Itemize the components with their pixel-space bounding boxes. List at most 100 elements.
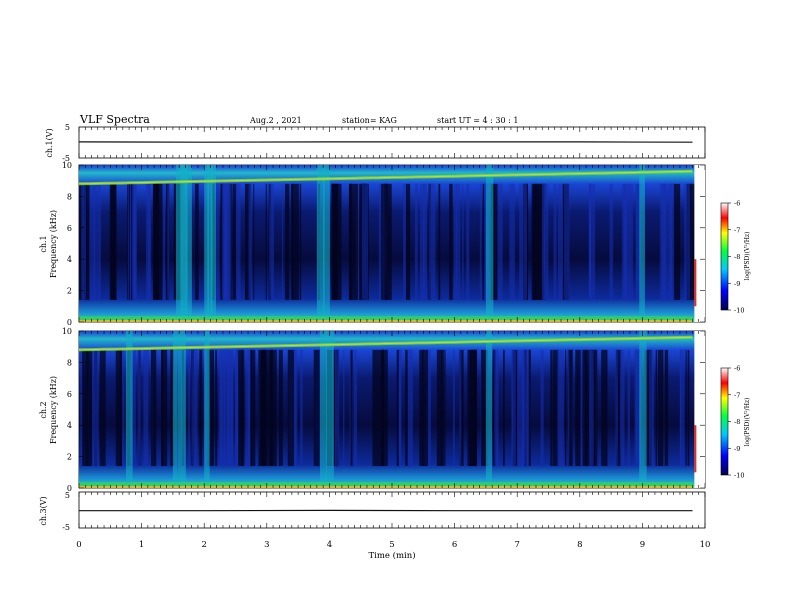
y-tick-label: 8: [67, 358, 72, 367]
spectrogram-column: [122, 349, 125, 467]
spectrogram-column: [497, 183, 503, 301]
spectrogram-column: [157, 183, 163, 301]
spectrogram-column: [113, 183, 117, 301]
spectrogram-column: [235, 183, 241, 301]
spectrogram-column: [689, 183, 696, 301]
spectrogram-burst: [204, 331, 210, 488]
ch2-spectrogram-x-ticks: [78, 331, 706, 488]
spectrogram-column: [452, 349, 455, 467]
spectrogram-column: [664, 349, 669, 467]
y-tick-label: 10: [62, 327, 72, 336]
ch3-voltage-ytick-top: 5: [65, 491, 70, 500]
spectrogram-column: [589, 349, 594, 467]
y-tick-label: 6: [67, 390, 72, 399]
spectrogram-column: [405, 349, 408, 467]
spectrogram-column: [423, 183, 428, 301]
spectrogram-burst: [172, 331, 178, 488]
spectrogram-column: [601, 349, 608, 467]
spectrogram-column: [588, 183, 591, 301]
spectrogram-column: [575, 349, 582, 467]
time-tick-label: 0: [76, 540, 81, 550]
spectrogram-column: [685, 349, 687, 467]
spectrogram-column: [350, 349, 353, 467]
spectrogram-column: [384, 183, 388, 301]
spectrogram-column: [228, 183, 230, 301]
spectrogram-column: [248, 349, 253, 467]
spectrogram-column: [524, 183, 527, 301]
ch2-spectrogram-ylabel-channel: ch.2: [39, 401, 48, 418]
spectrogram-column: [419, 183, 425, 301]
y-tick-label: 6: [67, 224, 72, 233]
time-tick-label: 7: [514, 540, 519, 550]
ch1-spectrogram-y-ticks: 0 2 4 6 8 10: [62, 161, 705, 327]
ch1-voltage-panel: 5 -5 ch.1(V): [45, 123, 706, 163]
ch1-voltage-x-ticks: [78, 127, 706, 158]
spectrogram-column: [80, 349, 84, 467]
spectrogram-no-data: [694, 165, 705, 322]
time-tick-label: 2: [201, 540, 206, 550]
spectrogram-column: [419, 349, 424, 467]
spectrogram-column: [483, 349, 488, 467]
spectrogram-column: [462, 183, 464, 301]
time-tick-label: 4: [327, 540, 332, 550]
spectrogram-column: [609, 183, 614, 301]
spectrogram-column: [155, 183, 159, 301]
figure-title: VLF Spectra: [79, 113, 150, 126]
spectrogram-column: [466, 183, 470, 301]
spectrogram-column: [332, 183, 336, 301]
time-tick-label: 1: [139, 540, 144, 550]
spectrogram-burst: [323, 165, 330, 322]
spectrogram-column: [470, 349, 478, 467]
spectrogram-column: [636, 183, 641, 301]
ch2-colorbar: [720, 367, 729, 476]
spectrogram-column: [238, 349, 245, 467]
y-tick-label: 0: [67, 318, 72, 327]
spectrogram-column: [403, 183, 406, 301]
colorbar-tick-label: -6: [734, 365, 740, 373]
spectrogram-burst: [326, 331, 334, 488]
spectrogram-column: [209, 349, 213, 467]
spectrogram-column: [414, 183, 418, 301]
spectrogram-column: [528, 349, 531, 467]
spectrogram-column: [422, 349, 429, 467]
y-tick-label: 0: [67, 484, 72, 493]
spectrogram-column: [215, 349, 218, 467]
spectrogram-column: [684, 183, 688, 301]
y-tick-label: 4: [67, 421, 72, 430]
spectrogram-column: [429, 183, 436, 301]
ch3-voltage-ytick-bottom: -5: [62, 523, 70, 532]
spectrogram-column: [453, 183, 457, 301]
ch1-voltage-ylabel: ch.1(V): [45, 128, 54, 157]
spectrogram-column: [150, 349, 157, 467]
spectrogram-column: [381, 349, 388, 467]
spectrogram-column: [162, 183, 165, 301]
spectrogram-column: [469, 349, 472, 467]
spectrogram-column: [619, 349, 625, 467]
spectrogram-column: [492, 349, 496, 467]
time-axis-tick-labels: 0 1 2 3 4 5 6 7 8 9 10: [76, 540, 710, 550]
spectrogram-column: [133, 183, 137, 301]
station-label: station= KAG: [342, 116, 397, 125]
spectrogram-band-core: [78, 170, 693, 185]
ch1-voltage-ytick-bottom: -5: [62, 154, 70, 163]
spectrogram-column: [148, 183, 152, 301]
spectrogram-column: [353, 349, 357, 467]
spectrogram-column: [673, 183, 681, 301]
spectrogram-column: [145, 183, 150, 301]
spectrogram-column: [299, 183, 302, 301]
spectrogram-column: [129, 183, 131, 301]
colorbar-tick-label: -7: [734, 391, 740, 399]
spectrogram-column: [265, 183, 267, 301]
spectrogram-column: [519, 183, 525, 301]
spectrogram-column: [170, 349, 175, 467]
spectrogram-column: [212, 349, 214, 467]
spectrogram-column: [378, 183, 381, 301]
spectrogram-column: [634, 349, 642, 467]
spectrogram-column: [509, 183, 515, 301]
spectrogram-column: [223, 349, 230, 467]
spectrogram-column: [396, 349, 399, 467]
spectrogram-column: [199, 349, 203, 467]
spectrogram-column: [232, 183, 237, 301]
spectrogram-column: [582, 349, 587, 467]
